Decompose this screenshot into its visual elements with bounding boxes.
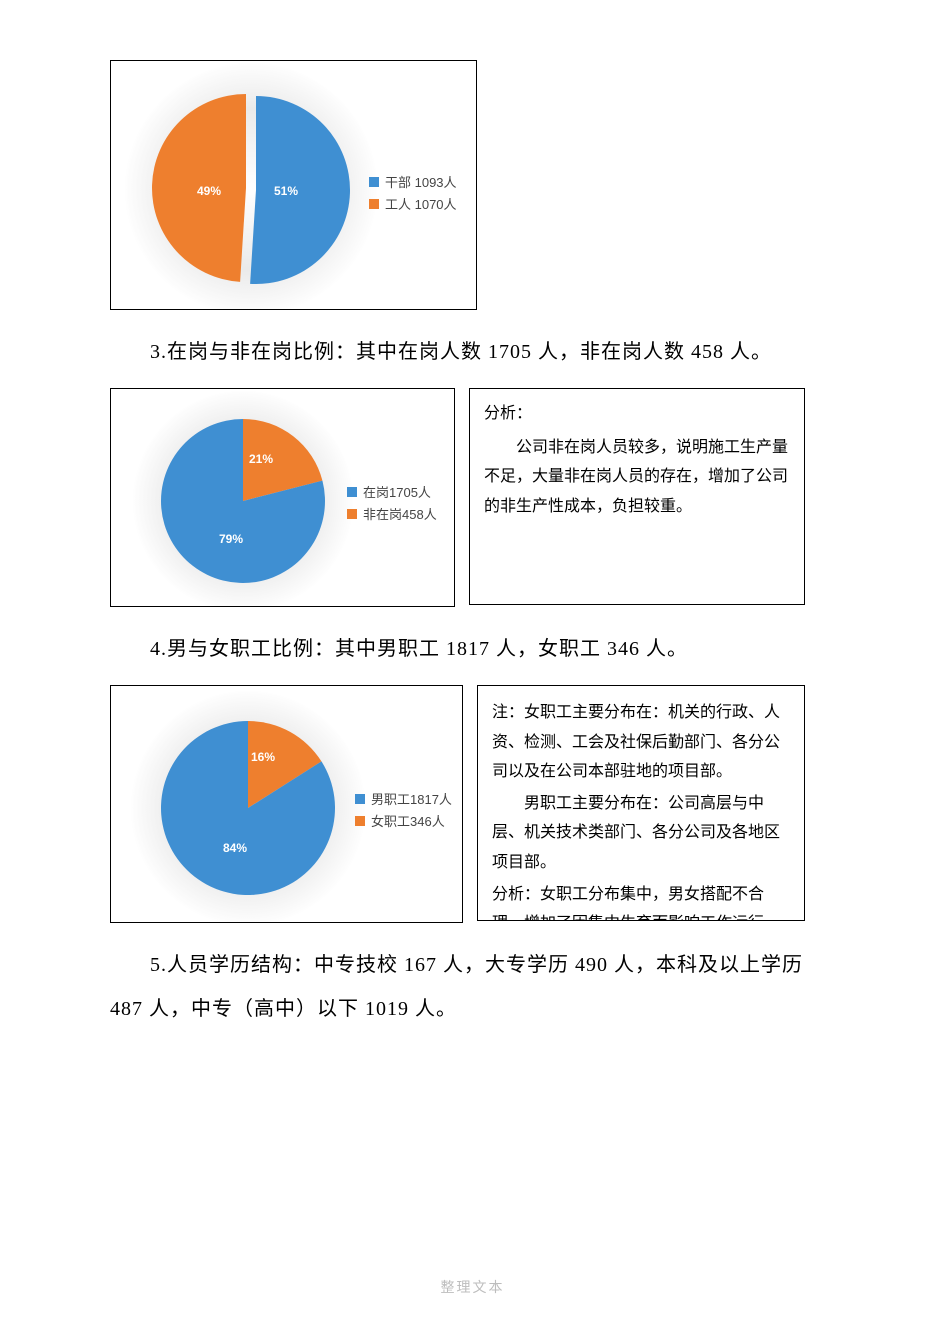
legend-text: 干部 1093人 [385,172,457,191]
analysis-box-3: 注：女职工主要分布在：机关的行政、人资、检测、工会及社保后勤部门、各分公司以及在… [477,685,805,921]
legend-text: 工人 1070人 [385,194,457,213]
legend-swatch [369,177,379,187]
pie-chart-male-female: 16%84%男职工1817人女职工346人 [110,685,463,923]
row-chart2: 21%79%在岗1705人非在岗458人 分析： 公司非在岗人员较多，说明施工生… [110,388,835,607]
legend-item: 工人 1070人 [369,194,457,213]
legend-text: 非在岗458人 [363,504,437,523]
page-footer: 整理文本 [0,1277,945,1297]
legend-item: 非在岗458人 [347,504,437,523]
legend-text: 女职工346人 [371,811,445,830]
pie-chart-cadres-workers: 51%49%干部 1093人工人 1070人 [110,60,477,310]
pie-chart-on-off-post: 21%79%在岗1705人非在岗458人 [110,388,455,607]
paragraph-5-text: 5.人员学历结构：中专技校 167 人，大专学历 490 人，本科及以上学历 4… [110,954,803,1020]
analysis-box-2: 分析： 公司非在岗人员较多，说明施工生产量不足，大量非在岗人员的存在，增加了公司… [469,388,805,605]
legend-item: 男职工1817人 [355,789,452,808]
paragraph-4: 4.男与女职工比例：其中男职工 1817 人，女职工 346 人。 [110,627,835,671]
analysis-3-note: 注：女职工主要分布在：机关的行政、人资、检测、工会及社保后勤部门、各分公司以及在… [492,698,790,787]
row-chart3: 16%84%男职工1817人女职工346人 注：女职工主要分布在：机关的行政、人… [110,685,835,923]
legend-swatch [369,199,379,209]
chart-legend: 干部 1093人工人 1070人 [369,169,457,216]
legend-swatch [355,794,365,804]
pie-slice [250,96,350,284]
analysis-3-analysis: 分析：女职工分布集中，男女搭配不合理，增加了因集中生育而影响工作运行 [492,880,790,921]
legend-swatch [355,816,365,826]
paragraph-4-text: 4.男与女职工比例：其中男职工 1817 人，女职工 346 人。 [150,638,688,660]
legend-text: 在岗1705人 [363,482,431,501]
paragraph-3-text: 3.在岗与非在岗比例：其中在岗人数 1705 人，非在岗人数 458 人。 [150,341,772,363]
analysis-3-male: 男职工主要分布在：公司高层与中层、机关技术类部门、各分公司及各地区项目部。 [492,789,790,878]
chart-legend: 男职工1817人女职工346人 [355,786,452,833]
legend-item: 在岗1705人 [347,482,437,501]
document-page: 51%49%干部 1093人工人 1070人 3.在岗与非在岗比例：其中在岗人数… [0,0,945,1337]
legend-swatch [347,487,357,497]
legend-item: 干部 1093人 [369,172,457,191]
legend-text: 男职工1817人 [371,789,452,808]
paragraph-5: 5.人员学历结构：中专技校 167 人，大专学历 490 人，本科及以上学历 4… [110,943,835,1031]
analysis-2-title: 分析： [484,399,790,429]
chart-legend: 在岗1705人非在岗458人 [347,479,437,526]
analysis-2-body: 公司非在岗人员较多，说明施工生产量不足，大量非在岗人员的存在，增加了公司的非生产… [484,433,790,522]
pie-slice [152,94,246,282]
legend-item: 女职工346人 [355,811,452,830]
legend-swatch [347,509,357,519]
paragraph-3: 3.在岗与非在岗比例：其中在岗人数 1705 人，非在岗人数 458 人。 [110,330,835,374]
